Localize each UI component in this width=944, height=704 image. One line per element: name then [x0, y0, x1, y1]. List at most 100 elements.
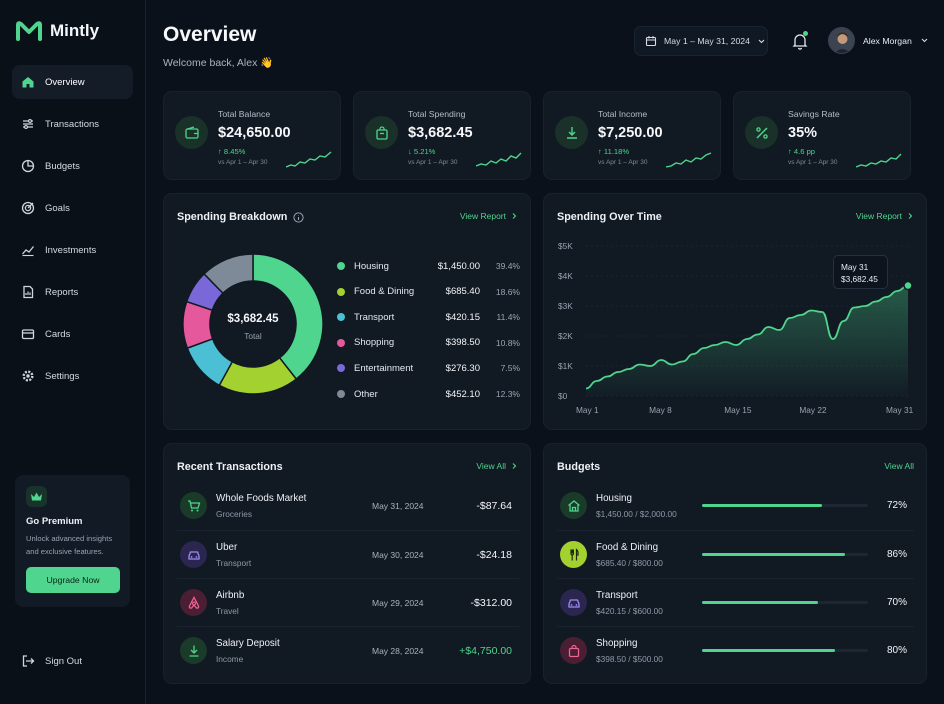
x-tick-label: May 15	[724, 405, 752, 415]
sidebar-item-settings[interactable]: Settings	[12, 359, 133, 393]
info-icon[interactable]	[293, 211, 304, 223]
user-menu[interactable]: Alex Morgan	[828, 27, 929, 54]
list-icon	[23, 119, 33, 129]
target-icon	[21, 201, 35, 215]
transaction-icon	[180, 637, 207, 664]
spending-line-chart	[585, 245, 913, 397]
stat-label: Total Spending	[408, 109, 466, 119]
stat-card-savings-rate: Savings Rate 35% ↑ 4.6 pp vs Apr 1 – Apr…	[733, 91, 911, 180]
over-time-title: Spending Over Time	[557, 211, 662, 223]
budget-percent: 72%	[886, 500, 907, 511]
view-all-budgets-link[interactable]: View All	[884, 461, 914, 471]
transaction-row[interactable]: Airbnb Travel May 29, 2024 -$312.00	[177, 578, 519, 626]
legend-item[interactable]: Transport $420.15 11.4%	[337, 309, 520, 325]
view-report-link[interactable]: View Report	[460, 211, 518, 221]
legend-name: Shopping	[354, 337, 395, 349]
legend-name: Housing	[354, 260, 389, 272]
sidebar-item-cards[interactable]: Cards	[12, 317, 133, 351]
legend-dot	[337, 390, 345, 398]
budget-percent: 70%	[886, 597, 907, 608]
date-range-picker[interactable]: May 1 – May 31, 2024	[634, 26, 768, 56]
x-tick-label: May 8	[649, 405, 672, 415]
sidebar-item-reports[interactable]: Reports	[12, 275, 133, 309]
mintly-logo-icon	[16, 21, 42, 41]
legend-item[interactable]: Housing $1,450.00 39.4%	[337, 258, 520, 274]
sidebar-item-investments[interactable]: Investments	[12, 233, 133, 267]
budgets-title: Budgets	[557, 461, 601, 473]
sidebar-item-label: Budgets	[45, 160, 80, 172]
x-tick-label: May 22	[799, 405, 827, 415]
logo[interactable]: Mintly	[16, 21, 99, 41]
stat-change: ↑ 4.6 pp	[788, 147, 816, 156]
transaction-row[interactable]: Salary Deposit Income May 28, 2024 +$4,750.…	[177, 626, 519, 674]
notification-dot	[803, 31, 808, 36]
sidebar-item-goals[interactable]: Goals	[12, 191, 133, 225]
donut-slice[interactable]	[203, 253, 254, 295]
date-range-label: May 1 – May 31, 2024	[664, 36, 750, 46]
budget-row[interactable]: Food & Dining $685.40 / $800.00 86%	[557, 530, 914, 578]
transaction-icon	[180, 541, 207, 568]
budget-amount: $1,450.00 / $2,000.00	[596, 509, 677, 519]
transaction-row[interactable]: Uber Transport May 30, 2024 -$24.18	[177, 530, 519, 578]
donut-slice[interactable]	[252, 253, 324, 381]
upgrade-button[interactable]: Upgrade Now	[26, 567, 120, 593]
notifications-button[interactable]	[789, 30, 811, 52]
legend-name: Transport	[354, 311, 395, 323]
budget-row[interactable]: Shopping $398.50 / $500.00 80%	[557, 626, 914, 674]
donut-center-value: $3,682.45	[227, 313, 279, 325]
spending-breakdown-card: Spending Breakdown View Report $3,682.45…	[163, 193, 531, 430]
transaction-row[interactable]: Whole Foods Market Groceries May 31, 2024 -…	[177, 482, 519, 530]
budget-percent: 80%	[886, 645, 907, 656]
sparkline	[666, 152, 712, 168]
recent-transactions-card: Recent Transactions View All Whole Foods…	[163, 443, 531, 684]
legend-dot	[337, 262, 345, 270]
car-icon	[567, 598, 580, 608]
transactions-title: Recent Transactions	[177, 461, 283, 473]
sidebar-item-budgets[interactable]: Budgets	[12, 149, 133, 183]
breakdown-title: Spending Breakdown	[177, 211, 288, 223]
view-report-link[interactable]: View Report	[856, 211, 914, 221]
legend-item[interactable]: Other $452.10 12.3%	[337, 386, 520, 402]
transaction-date: May 29, 2024	[372, 598, 424, 608]
budget-name: Food & Dining	[596, 542, 659, 553]
logout-icon	[22, 655, 35, 667]
sidebar-item-label: Investments	[45, 244, 97, 256]
home-icon	[22, 77, 34, 88]
legend-item[interactable]: Food & Dining $685.40 18.6%	[337, 284, 520, 300]
stat-period: vs Apr 1 – Apr 30	[788, 159, 838, 166]
highlight-point[interactable]	[903, 280, 913, 291]
legend-amount: $398.50	[445, 337, 480, 349]
stat-value: $24,650.00	[218, 125, 291, 141]
view-report-label: View Report	[459, 211, 506, 221]
welcome-text: Welcome back, Alex 👋	[163, 57, 274, 69]
sidebar-item-overview[interactable]: Overview	[12, 65, 133, 99]
transaction-amount: -$312.00	[470, 597, 512, 609]
download-icon	[555, 116, 588, 149]
legend-item[interactable]: Entertainment $276.30 7.5%	[337, 360, 520, 376]
budget-progress-track	[702, 601, 868, 604]
stat-card-total-income: Total Income $7,250.00 ↑ 11.18% vs Apr 1…	[543, 91, 721, 180]
series-area	[586, 285, 908, 396]
transaction-date: May 31, 2024	[372, 501, 424, 511]
budget-row[interactable]: Transport $420.15 / $600.00 70%	[557, 578, 914, 626]
budget-percent: 86%	[886, 549, 907, 560]
budget-row[interactable]: Housing $1,450.00 / $2,000.00 72%	[557, 482, 914, 530]
budgets-card: Budgets View All Housing $1,450.00 / $2,0…	[543, 443, 927, 684]
budget-progress-track	[702, 504, 868, 507]
percent-icon	[745, 116, 778, 149]
card-icon	[21, 329, 35, 340]
download-icon	[189, 645, 198, 657]
view-report-label: View Report	[855, 211, 902, 221]
legend-item[interactable]: Shopping $398.50 10.8%	[337, 335, 520, 351]
sidebar-item-transactions[interactable]: Transactions	[12, 107, 133, 141]
legend-name: Food & Dining	[354, 286, 415, 298]
legend-dot	[337, 287, 345, 296]
legend-percent: 12.3%	[495, 389, 520, 399]
stat-value: 35%	[788, 125, 818, 141]
sidebar-item-label: Reports	[45, 286, 79, 298]
sign-out-button[interactable]: Sign Out	[21, 654, 82, 668]
stat-value: $3,682.45	[408, 125, 473, 141]
sign-out-label: Sign Out	[45, 655, 82, 667]
stat-period: vs Apr 1 – Apr 30	[598, 159, 648, 166]
view-all-transactions-link[interactable]: View All	[476, 461, 518, 471]
